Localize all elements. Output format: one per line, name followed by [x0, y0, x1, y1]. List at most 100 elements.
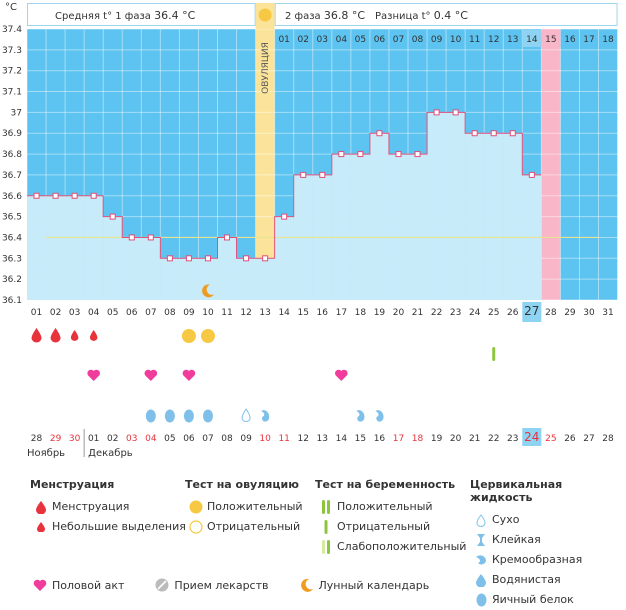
phase2-day-label: 16: [564, 35, 576, 45]
temperature-bar: [103, 216, 123, 300]
calendar-date: 14: [336, 434, 348, 444]
heart-icon: [87, 369, 100, 381]
temperature-bar: [446, 112, 466, 300]
phase2-day-label: 14: [526, 35, 538, 45]
pill-icon: [152, 578, 172, 592]
legend-ovulation-title: Тест на овуляцию: [185, 478, 299, 491]
calendar-date: 03: [126, 434, 137, 444]
calendar-date: 18: [412, 434, 424, 444]
phase2-day-highlight: [522, 30, 542, 47]
temperature-point: [452, 109, 459, 116]
calendar-date: 10: [259, 434, 271, 444]
legend-ovulation-test: Тест на овуляцию Положительный Отрицател…: [185, 478, 303, 537]
legend-cervical-eggwhite: Яичный белок: [492, 593, 574, 606]
phase1-label: Средняя t° 1 фаза: [55, 11, 151, 22]
temperature-point: [357, 151, 364, 158]
temperature-point: [204, 255, 211, 262]
calendar-date: 05: [164, 434, 175, 444]
egg-white-icon: [145, 409, 156, 423]
legend-lunar: Лунный календарь: [318, 578, 430, 592]
calendar-date: 30: [69, 434, 81, 444]
x-tick-label: 01: [31, 308, 42, 318]
legend-ovulation-negative: Отрицательный: [207, 520, 301, 533]
temperature-point: [243, 255, 250, 262]
phase2-day-label: 17: [583, 35, 594, 45]
y-tick-label: 36.9: [2, 129, 22, 139]
legend-spotting-item: Небольшие выделения: [52, 520, 186, 533]
calendar-date: 11: [278, 434, 289, 444]
creamy-icon: [470, 554, 492, 566]
pregnancy-negative-icon: [315, 520, 337, 534]
temperature-bar: [217, 237, 237, 300]
temperature-point: [147, 234, 154, 241]
temperature-point: [490, 130, 497, 137]
y-tick-label: 36.2: [2, 275, 22, 285]
blood-drop-icon: [31, 328, 42, 343]
moon-icon: [202, 284, 214, 298]
calendar-date: 28: [31, 434, 43, 444]
temperature-point: [166, 255, 173, 262]
calendar-date: 09: [240, 434, 252, 444]
phase2-day-label: 11: [469, 35, 480, 45]
x-tick-label: 02: [50, 308, 61, 318]
y-tick-label: 36.4: [2, 233, 22, 243]
x-tick-label: 09: [183, 308, 195, 318]
calendar-date: 23: [507, 434, 518, 444]
pregnancy-weak-icon: [315, 540, 337, 554]
blood-drop-icon: [89, 330, 98, 341]
legend-pregnancy-weak: Слабоположительный: [337, 540, 467, 553]
phase2-day-label: 18: [602, 35, 614, 45]
phase2-day-label: 13: [507, 35, 518, 45]
temperature-point: [52, 192, 59, 199]
calendar-date: 25: [545, 434, 556, 444]
watery-drop-icon: [261, 410, 270, 422]
x-tick-label: 06: [126, 308, 138, 318]
x-tick-label: 28: [545, 308, 557, 318]
temperature-point: [528, 171, 535, 178]
temperature-point: [376, 130, 383, 137]
x-tick-label: 30: [583, 308, 595, 318]
temperature-point: [109, 213, 116, 220]
legend-intercourse: Половой акт: [52, 578, 125, 592]
x-tick-label: 20: [393, 308, 405, 318]
temperature-point: [281, 213, 288, 220]
legend-medication: Прием лекарств: [174, 578, 269, 592]
temperature-bar: [465, 133, 485, 300]
calendar-date: 27: [583, 434, 594, 444]
legend-cervical-dry: Сухо: [492, 513, 520, 526]
temperature-bar: [84, 195, 104, 300]
calendar-date: 08: [221, 434, 233, 444]
watery-drop-icon: [375, 410, 384, 422]
header-diff: Разница t° 0.4 °C: [375, 9, 468, 22]
temperature-bar: [484, 133, 504, 300]
legend-pregnancy-title: Тест на беременность: [315, 478, 456, 491]
temperature-bar: [369, 133, 389, 300]
pregnancy-positive-icon: [315, 500, 337, 514]
legend-item: Водянистая: [470, 570, 626, 590]
temperature-point: [509, 130, 516, 137]
legend-item: Кремообразная: [470, 550, 626, 570]
temperature-point: [128, 234, 135, 241]
calendar-date: 20: [450, 434, 462, 444]
pregnancy-test-icon: [492, 347, 496, 361]
sticky-icon: [470, 534, 492, 546]
x-tick-label: 27: [524, 304, 539, 318]
ovulation-positive-icon: [185, 500, 207, 514]
x-tick-label: 31: [602, 308, 613, 318]
calendar-date: 12: [297, 434, 308, 444]
phase2-day-label: 02: [297, 35, 308, 45]
y-tick-label: 36.1: [2, 296, 22, 306]
x-tick-label: 25: [488, 308, 499, 318]
phase2-day-label: 01: [278, 35, 289, 45]
temperature-bar: [274, 216, 294, 300]
legend-ovulation-positive: Положительный: [207, 500, 303, 513]
phase1-value: 36.4 °C: [154, 9, 196, 22]
phase2-day-label: 03: [317, 35, 328, 45]
moon-icon: [297, 578, 317, 592]
calendar-date: 16: [374, 434, 386, 444]
dry-drop-icon: [470, 513, 492, 527]
x-tick-label: 26: [507, 308, 519, 318]
temperature-bar: [331, 154, 351, 300]
calendar-date: 07: [202, 434, 213, 444]
egg-white-icon: [470, 593, 492, 607]
